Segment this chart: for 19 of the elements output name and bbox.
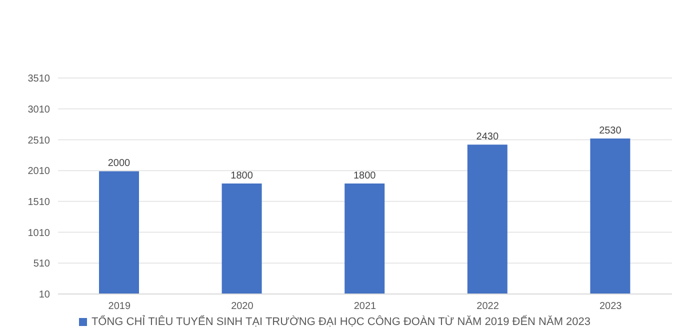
y-tick-label: 1010 (28, 228, 50, 239)
y-tick-label: 3510 (28, 74, 50, 85)
data-label: 2000 (108, 158, 131, 170)
y-tick-label: 1510 (28, 196, 50, 208)
y-tick-label: 3010 (28, 104, 50, 116)
x-tick-label: 2020 (231, 301, 254, 312)
x-tick-label: 2023 (599, 301, 622, 312)
x-tick-label: 2019 (108, 301, 131, 312)
data-label: 2430 (476, 132, 499, 143)
y-tick-label: 510 (33, 258, 50, 270)
data-label: 1800 (353, 170, 376, 182)
x-tick-label: 2022 (476, 301, 500, 312)
y-tick-label: 2510 (28, 135, 50, 146)
data-label: 2530 (599, 125, 622, 136)
y-tick-label: 2010 (28, 166, 50, 178)
legend-label: TỔNG CHỈ TIÊU TUYỂN SINH TẠI TRƯỜNG ĐẠI HỌC CÔNG ĐOÀN TỪ NĂM 2019 ĐẾN NĂM 2023 (91, 316, 591, 328)
data-label: 1800 (230, 170, 254, 182)
x-tick-label: 2021 (354, 301, 377, 312)
y-tick-label: 10 (38, 290, 50, 301)
